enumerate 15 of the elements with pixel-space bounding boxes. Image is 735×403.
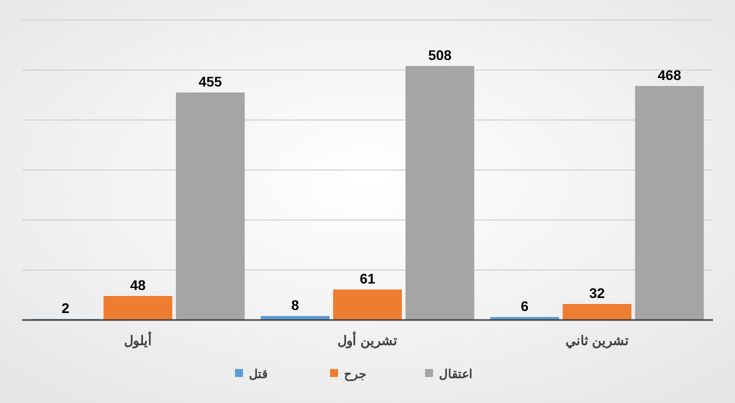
data-label: 61 <box>360 270 376 286</box>
data-label: 2 <box>62 300 70 316</box>
x-tick-label: تشرين ثاني <box>565 333 629 349</box>
data-label: 508 <box>428 47 452 63</box>
data-label: 8 <box>291 297 300 313</box>
data-label: 48 <box>130 277 146 293</box>
legend-label: جرح <box>344 367 366 382</box>
data-label: 455 <box>198 74 222 90</box>
data-label: 6 <box>520 298 529 314</box>
legend-label: اعتقال <box>439 367 472 381</box>
x-tick-label: أيلول <box>124 332 152 349</box>
legend-label: قتل <box>249 367 268 381</box>
x-tick-label: تشرين أول <box>338 332 398 349</box>
data-label: 32 <box>589 285 606 301</box>
data-label: 468 <box>658 67 682 83</box>
